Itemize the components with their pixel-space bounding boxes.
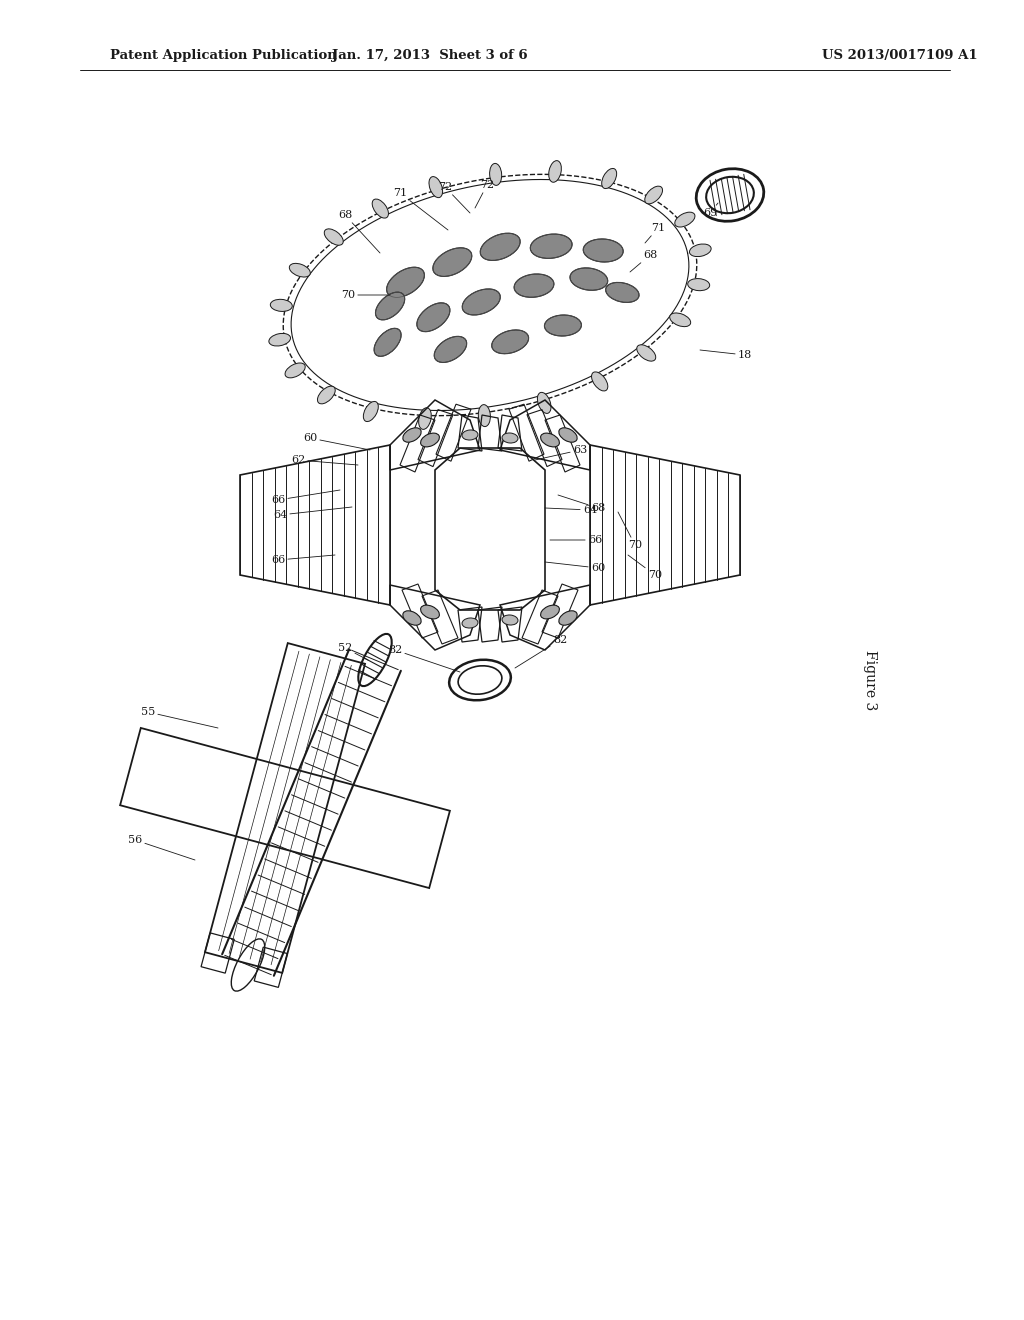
Ellipse shape xyxy=(372,199,388,218)
Ellipse shape xyxy=(545,315,582,337)
Ellipse shape xyxy=(270,300,292,312)
Text: 66: 66 xyxy=(271,554,335,565)
Text: 68: 68 xyxy=(338,210,380,253)
Ellipse shape xyxy=(492,330,528,354)
Ellipse shape xyxy=(570,268,607,290)
Ellipse shape xyxy=(290,264,310,277)
Text: 66: 66 xyxy=(271,490,340,506)
Text: 68: 68 xyxy=(630,249,657,272)
Ellipse shape xyxy=(387,267,424,297)
Text: 82: 82 xyxy=(515,635,567,668)
Ellipse shape xyxy=(549,161,561,182)
Text: 70: 70 xyxy=(618,512,642,550)
Ellipse shape xyxy=(584,239,624,261)
Ellipse shape xyxy=(541,605,559,619)
Text: 72: 72 xyxy=(475,180,494,209)
Text: 68: 68 xyxy=(558,495,605,513)
Ellipse shape xyxy=(462,618,478,628)
Text: 64: 64 xyxy=(545,506,597,515)
Ellipse shape xyxy=(514,275,554,297)
Ellipse shape xyxy=(419,408,431,429)
Text: 56: 56 xyxy=(128,836,195,861)
Text: 82: 82 xyxy=(388,645,460,672)
Text: 71: 71 xyxy=(393,187,449,230)
Ellipse shape xyxy=(269,334,291,346)
Ellipse shape xyxy=(592,372,608,391)
Text: 62: 62 xyxy=(291,455,358,465)
Ellipse shape xyxy=(637,345,655,362)
Text: 66: 66 xyxy=(550,535,602,545)
Ellipse shape xyxy=(670,313,690,326)
Ellipse shape xyxy=(433,248,472,276)
Text: 60: 60 xyxy=(545,562,605,573)
Ellipse shape xyxy=(434,337,467,363)
Ellipse shape xyxy=(364,401,378,421)
Ellipse shape xyxy=(602,169,616,189)
Ellipse shape xyxy=(502,433,518,444)
Ellipse shape xyxy=(462,430,478,440)
Text: Patent Application Publication: Patent Application Publication xyxy=(110,49,337,62)
Text: 18: 18 xyxy=(700,350,752,360)
Ellipse shape xyxy=(689,244,711,256)
Text: 52: 52 xyxy=(338,643,368,660)
Ellipse shape xyxy=(605,282,639,302)
Ellipse shape xyxy=(541,433,559,447)
Ellipse shape xyxy=(530,234,572,259)
Text: Jan. 17, 2013  Sheet 3 of 6: Jan. 17, 2013 Sheet 3 of 6 xyxy=(332,49,527,62)
Ellipse shape xyxy=(421,433,439,447)
Ellipse shape xyxy=(478,405,490,426)
Ellipse shape xyxy=(559,428,578,442)
Ellipse shape xyxy=(675,213,695,227)
Ellipse shape xyxy=(462,289,501,315)
Ellipse shape xyxy=(429,177,442,198)
Ellipse shape xyxy=(285,363,305,378)
Ellipse shape xyxy=(317,387,335,404)
Text: 70: 70 xyxy=(628,554,663,579)
Ellipse shape xyxy=(402,428,421,442)
Ellipse shape xyxy=(559,611,578,626)
Ellipse shape xyxy=(502,615,518,626)
Ellipse shape xyxy=(421,605,439,619)
Ellipse shape xyxy=(376,292,404,319)
Ellipse shape xyxy=(688,279,710,290)
Ellipse shape xyxy=(645,186,663,203)
Ellipse shape xyxy=(480,234,520,260)
Ellipse shape xyxy=(325,228,343,246)
Text: Figure 3: Figure 3 xyxy=(863,649,877,710)
Text: 70: 70 xyxy=(341,290,390,300)
Text: US 2013/0017109 A1: US 2013/0017109 A1 xyxy=(822,49,978,62)
Text: 55: 55 xyxy=(141,708,218,729)
Ellipse shape xyxy=(538,392,551,413)
Text: 63: 63 xyxy=(535,445,587,459)
Ellipse shape xyxy=(402,611,421,626)
Ellipse shape xyxy=(374,329,401,356)
Text: 69: 69 xyxy=(702,203,718,218)
Text: 60: 60 xyxy=(303,433,370,450)
Text: 64: 64 xyxy=(272,507,352,520)
Text: 72: 72 xyxy=(438,182,470,213)
Text: 71: 71 xyxy=(645,223,665,243)
Ellipse shape xyxy=(489,164,502,185)
Ellipse shape xyxy=(417,302,450,331)
